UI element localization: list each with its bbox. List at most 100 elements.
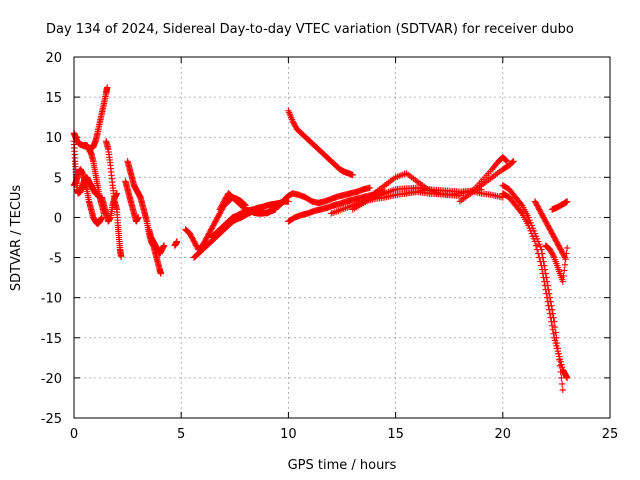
data-point: [502, 156, 509, 164]
y-axis-label: SDTVAR / TECUs: [9, 185, 24, 292]
data-point: [541, 262, 548, 269]
data-point: [563, 250, 570, 257]
data-point: [285, 198, 292, 205]
data-point: [539, 254, 547, 261]
series-arc-l: [182, 194, 249, 253]
data-point: [553, 339, 561, 347]
series-arc-f: [98, 190, 121, 225]
series-arc-ac: [548, 198, 571, 213]
data-point: [546, 290, 553, 297]
y-tick-label: 15: [45, 91, 62, 106]
data-point: [563, 198, 571, 205]
x-tick-label: 15: [387, 427, 404, 442]
data-point: [559, 278, 567, 285]
data-point: [563, 244, 571, 252]
x-tick-label: 5: [177, 427, 185, 442]
series-arc-z: [499, 182, 567, 394]
data-point: [157, 270, 165, 277]
data-point: [558, 374, 565, 382]
data-point: [561, 261, 569, 268]
series-arc-aa: [531, 198, 569, 261]
x-tick-label: 20: [495, 427, 512, 442]
x-axis-label: GPS time / hours: [288, 458, 397, 473]
data-point: [543, 278, 551, 285]
data-point: [546, 294, 554, 301]
data-point: [113, 190, 121, 197]
y-tick-label: 5: [54, 171, 62, 186]
data-point: [562, 255, 569, 263]
data-point: [550, 314, 557, 321]
data-point: [532, 242, 540, 249]
data-point: [135, 214, 142, 221]
data-point: [542, 270, 549, 277]
plot-frame: [73, 56, 611, 419]
y-tick-label: 20: [45, 51, 62, 66]
data-point: [558, 380, 566, 388]
data-point: [173, 238, 181, 245]
data-point: [538, 246, 545, 253]
data-point: [554, 345, 562, 352]
data-point: [509, 158, 517, 166]
data-point: [548, 322, 556, 329]
data-point: [517, 200, 525, 208]
y-tick-label: -25: [41, 412, 62, 427]
chart-title: Day 134 of 2024, Sidereal Day-to-day VTE…: [46, 22, 574, 37]
series-arc-h: [122, 178, 142, 225]
data-point: [503, 158, 511, 165]
data-point: [508, 159, 516, 166]
data-point: [561, 267, 568, 274]
data-point: [552, 329, 559, 336]
series-arc-ab: [542, 242, 571, 285]
data-point: [560, 272, 567, 280]
series-arc-x: [467, 158, 517, 197]
data-points: [70, 84, 571, 394]
axis-ticks: 0 5 10 15 20 25 -25 -20 -15 -10 -5 0 5 10 15 20: [41, 51, 619, 442]
series-arc-j: [145, 226, 168, 257]
data-point: [553, 334, 560, 341]
data-point: [510, 158, 517, 165]
x-tick-label: 25: [602, 427, 619, 442]
data-point: [556, 356, 563, 364]
series-arc-p: [285, 107, 356, 179]
data-point: [547, 298, 554, 305]
data-point: [160, 242, 168, 249]
series-arc-q: [263, 184, 374, 217]
data-point: [517, 208, 525, 216]
y-tick-label: -5: [49, 252, 62, 267]
data-point: [540, 258, 547, 265]
data-point: [349, 171, 356, 179]
data-point: [557, 368, 564, 376]
data-point: [556, 362, 564, 370]
data-point: [541, 266, 549, 273]
series-arc-c: [70, 166, 106, 228]
series-arc-u: [370, 170, 442, 197]
data-point: [549, 310, 557, 317]
y-tick-label: -15: [41, 332, 62, 347]
series-arc-y: [499, 190, 571, 382]
data-point: [563, 374, 571, 382]
y-tick-label: 0: [54, 211, 62, 226]
data-point: [544, 282, 552, 289]
x-tick-label: 0: [70, 427, 78, 442]
data-point: [98, 214, 106, 221]
data-point: [555, 350, 562, 358]
x-tick-label: 10: [280, 427, 297, 442]
series-arc-k: [171, 238, 181, 249]
grid: [74, 57, 610, 418]
y-tick-label: -10: [41, 292, 62, 307]
data-point: [548, 306, 556, 313]
data-point: [559, 386, 567, 394]
data-point: [503, 157, 510, 164]
data-point: [548, 302, 555, 309]
data-point: [538, 250, 546, 257]
data-point: [551, 318, 558, 325]
data-point: [104, 84, 111, 91]
data-point: [543, 274, 550, 281]
data-point: [551, 323, 559, 331]
y-tick-label: 10: [45, 131, 62, 146]
data-point: [545, 286, 552, 293]
data-point: [550, 253, 557, 260]
series-arc-g: [124, 158, 148, 217]
data-point: [366, 184, 374, 191]
